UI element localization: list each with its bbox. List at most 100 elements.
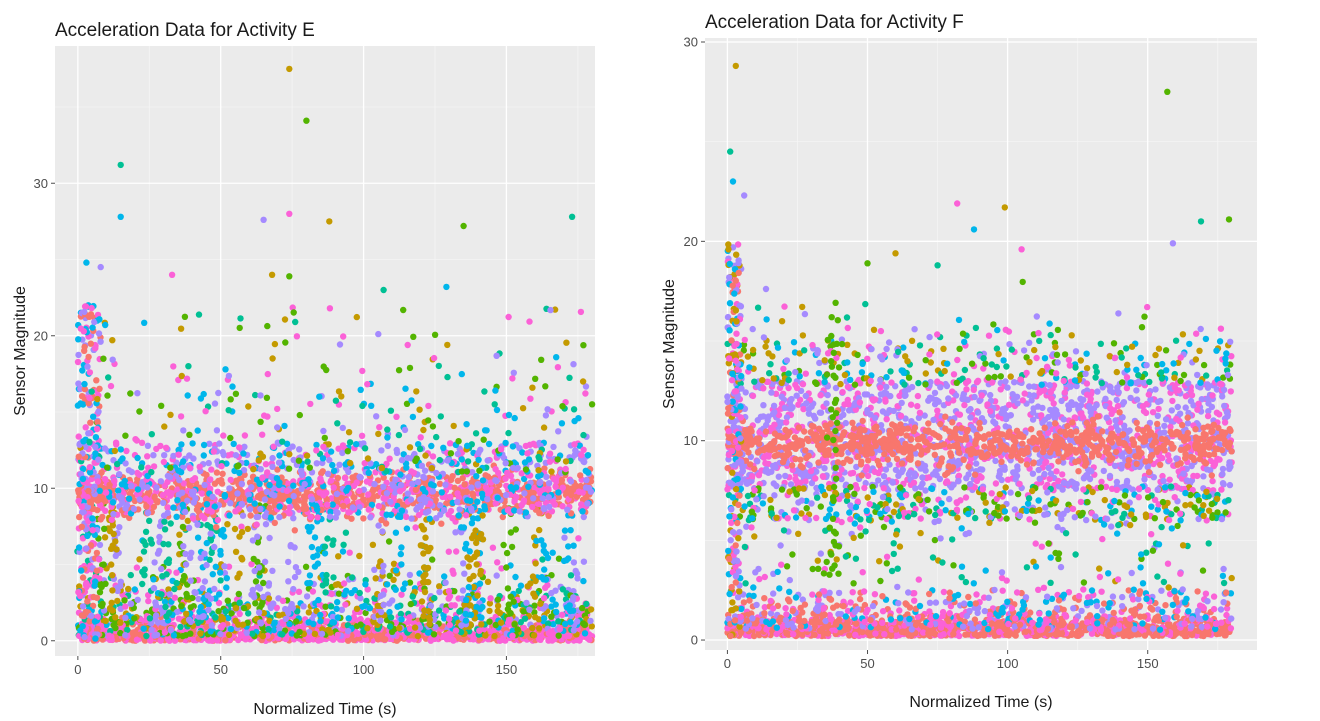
data-point [578,451,585,459]
data-point [562,465,569,473]
data-point [353,313,360,321]
data-point [444,341,451,349]
data-point [112,439,120,446]
data-point [382,520,390,527]
data-point [354,630,362,637]
data-point [292,564,300,571]
data-point [160,458,168,466]
data-point [358,432,366,439]
data-point [161,526,169,533]
data-point [257,505,264,513]
data-point [254,533,261,540]
data-point [442,481,449,488]
data-point [544,406,551,413]
data-point [467,602,474,609]
data-point [493,352,500,359]
data-point [579,604,586,612]
data-point [200,613,207,620]
data-point [546,458,554,465]
data-point [131,497,139,505]
data-point [418,522,425,530]
data-point [587,606,595,613]
data-point [317,611,324,619]
data-point [367,632,375,639]
data-point [90,413,97,420]
data-point [185,363,192,370]
data-point [184,392,191,399]
data-point [288,630,295,637]
data-point [158,565,165,573]
data-point [82,608,90,616]
data-point [499,513,506,521]
data-point [492,387,499,394]
data-point [421,499,429,506]
data-point [476,580,484,587]
data-point [481,503,488,510]
data-point [136,408,143,415]
data-point [108,545,115,552]
data-point [86,369,94,376]
data-point [340,580,348,587]
data-point [142,495,150,502]
data-point [462,512,470,519]
data-point [366,605,374,612]
data-point [307,400,314,408]
data-point [170,363,177,370]
data-point [462,617,470,624]
data-point [143,503,150,510]
data-point [324,470,332,477]
data-point [525,483,532,490]
data-point [197,603,204,611]
data-point [365,506,372,513]
data-point [262,461,270,468]
data-point [397,610,405,618]
data-point [555,618,562,625]
data-point [165,586,172,593]
data-point [458,370,465,378]
data-point [540,605,547,612]
data-point [157,637,164,644]
data-point [565,543,572,550]
data-point [425,417,432,424]
data-point [109,356,116,363]
data-point [416,445,424,453]
data-point [234,463,241,470]
data-point [224,521,231,528]
data-point [296,446,303,453]
data-point [369,541,377,548]
data-point [125,585,132,593]
data-point [547,628,555,635]
data-point [267,603,274,610]
data-point [481,427,489,434]
data-point [222,637,229,644]
data-point [236,610,243,618]
data-point [196,463,203,470]
data-point [248,484,255,491]
data-point [123,447,130,455]
data-point [295,588,303,595]
data-point [265,582,272,589]
data-point [577,308,585,316]
data-point [502,460,509,467]
data-point [226,512,233,519]
data-point [223,575,230,582]
data-point [519,405,527,412]
data-point [211,400,219,407]
data-point [257,418,264,425]
data-point [409,413,417,421]
data-point [370,486,377,494]
data-point [313,460,320,467]
data-point [202,408,209,415]
data-point [279,597,287,604]
data-point [581,630,589,637]
data-point [322,603,329,610]
data-point [436,480,444,487]
data-point [544,620,552,628]
data-point [342,601,349,608]
data-point [545,480,553,487]
data-point [180,427,187,434]
data-point [238,554,245,562]
data-point [112,614,119,621]
data-point [323,366,330,374]
data-point [344,448,351,455]
